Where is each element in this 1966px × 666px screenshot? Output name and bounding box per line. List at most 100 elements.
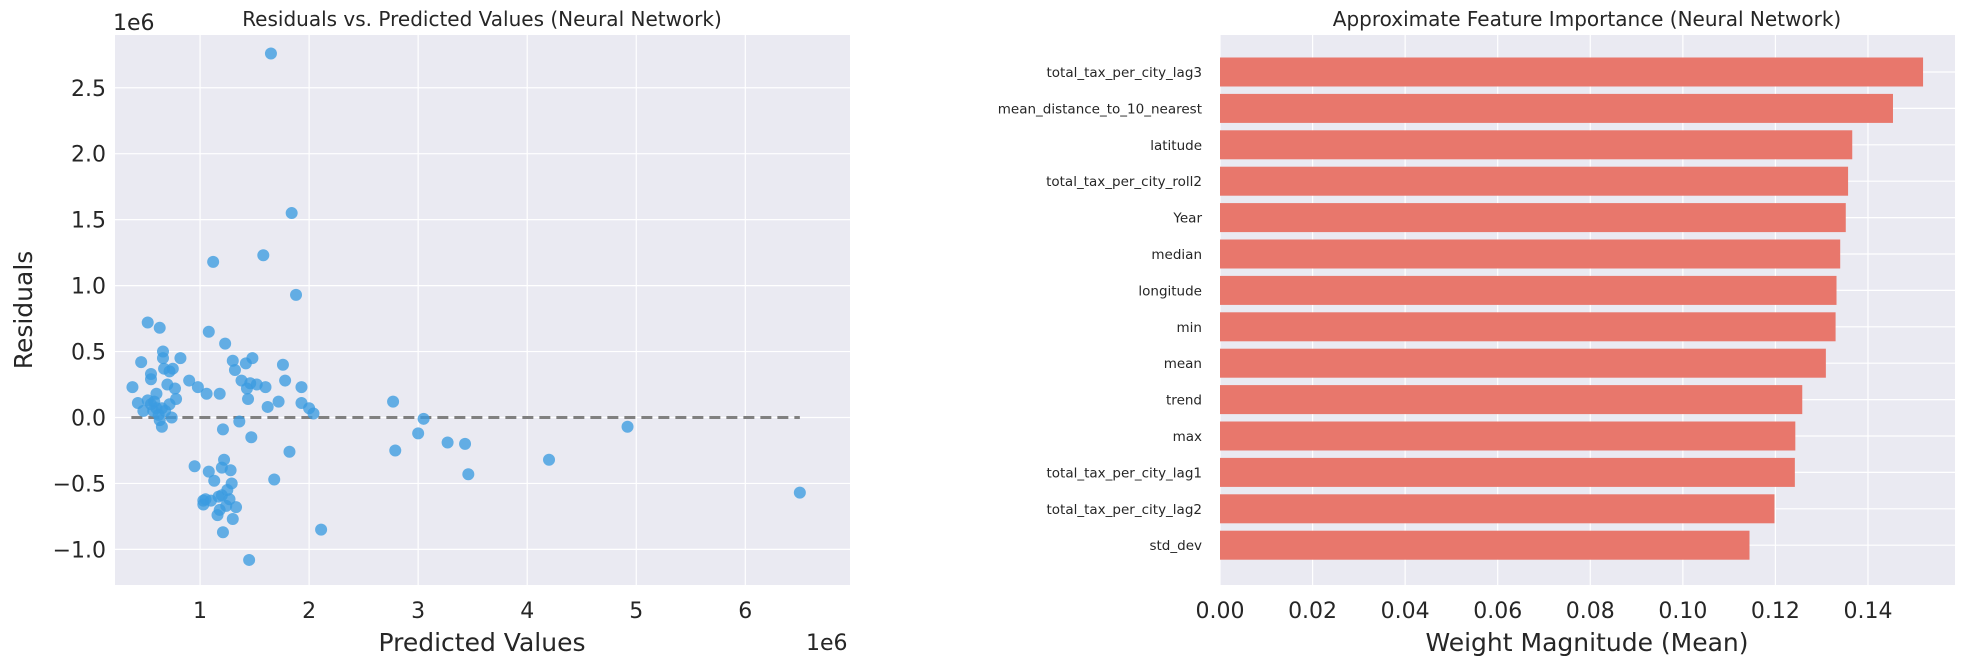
feature-name-label: total_tax_per_city_roll2: [1046, 174, 1202, 190]
scatter-x-tick-label: 5: [629, 599, 643, 624]
scatter-point: [150, 387, 163, 400]
scatter-point: [135, 356, 148, 369]
importance-bars: [1220, 57, 1924, 560]
importance-bar: [1220, 166, 1849, 196]
importance-bar: [1220, 385, 1803, 415]
scatter-point: [257, 249, 270, 262]
scatter-point: [225, 477, 238, 490]
importance-bar: [1220, 130, 1853, 160]
bar-x-tick-label: 0.04: [1381, 599, 1430, 624]
scatter-point: [168, 382, 181, 395]
scatter-y-tick-label: 1.5: [71, 209, 106, 234]
feature-name-label: max: [1173, 429, 1202, 445]
feature-name-label: longitude: [1138, 283, 1202, 299]
scatter-point: [155, 420, 168, 433]
scatter-point: [126, 381, 139, 394]
scatter-point: [223, 493, 236, 506]
scatter-point: [261, 400, 274, 413]
scatter-point: [246, 352, 259, 365]
feature-importance-bar-chart: total_tax_per_city_lag3 mean_distance_to_…: [998, 7, 1955, 657]
scatter-point: [243, 553, 256, 566]
scatter-x-tick-label: 6: [738, 599, 752, 624]
importance-bar: [1220, 312, 1836, 342]
bar-x-tick-label: 0.14: [1843, 599, 1892, 624]
scatter-y-axis-label: Residuals: [9, 251, 38, 370]
feature-name-label: Year: [1172, 211, 1202, 227]
scatter-point: [216, 526, 229, 539]
scatter-y-tick-labels: −1.0 −0.5 0.0 0.5 1.0 1.5 2.0 2.5: [53, 77, 106, 564]
scatter-y-tick-label: −0.5: [53, 472, 106, 497]
scatter-point: [462, 468, 475, 481]
scatter-point: [417, 412, 430, 425]
bar-title: Approximate Feature Importance (Neural N…: [1333, 7, 1841, 31]
scatter-x-tick-label: 3: [411, 599, 425, 624]
scatter-point: [412, 427, 425, 440]
importance-bar: [1220, 93, 1893, 123]
scatter-point: [259, 381, 272, 394]
scatter-point: [242, 393, 255, 406]
importance-bar: [1220, 203, 1846, 233]
scatter-y-tick-label: 2.5: [71, 77, 106, 102]
scatter-point: [230, 501, 243, 514]
importance-bar: [1220, 494, 1775, 524]
feature-name-label: std_dev: [1149, 538, 1202, 554]
scatter-point: [459, 437, 472, 450]
importance-bar: [1220, 275, 1837, 305]
scatter-y-tick-label: 0.0: [71, 406, 106, 431]
scatter-point: [153, 321, 166, 334]
scatter-point: [183, 374, 196, 387]
feature-name-label: total_tax_per_city_lag2: [1047, 502, 1203, 518]
scatter-x-tick-label: 2: [302, 599, 316, 624]
bar-x-tick-label: 0.06: [1473, 599, 1522, 624]
residuals-scatter-chart: 1 2 3 4 5 6 −1.0 −0.5 0.0 0.5 1.0 1.5 2.0 2.5 Residu…: [9, 7, 850, 657]
scatter-point: [264, 47, 277, 60]
importance-bar: [1220, 530, 1750, 560]
scatter-point: [216, 423, 229, 436]
bar-x-tick-label: 0.02: [1288, 599, 1337, 624]
scatter-point: [207, 255, 220, 268]
scatter-point: [144, 367, 157, 380]
importance-bar: [1220, 421, 1796, 451]
scatter-plot-area: [115, 35, 850, 585]
scatter-x-gridlines: [199, 35, 746, 585]
importance-bar: [1220, 457, 1795, 487]
scatter-point: [387, 395, 400, 408]
scatter-point: [226, 513, 239, 526]
scatter-y-tick-label: 0.5: [71, 341, 106, 366]
scatter-point: [621, 420, 634, 433]
scatter-point: [165, 411, 178, 424]
scatter-point: [272, 395, 285, 408]
importance-bar: [1220, 57, 1924, 87]
scatter-y-tick-label: −1.0: [53, 538, 106, 563]
scatter-point: [389, 444, 402, 457]
feature-name-label: min: [1177, 320, 1202, 336]
feature-name-label: median: [1151, 247, 1202, 263]
scatter-x-offset-label: 1e6: [806, 631, 848, 656]
scatter-point: [307, 407, 320, 420]
scatter-point: [315, 523, 328, 536]
scatter-point: [793, 486, 806, 499]
scatter-point: [224, 464, 237, 477]
scatter-x-tick-label: 4: [520, 599, 534, 624]
scatter-point: [213, 387, 226, 400]
bar-plot-area: [1220, 35, 1955, 585]
feature-name-label: mean: [1164, 356, 1202, 372]
importance-bar: [1220, 348, 1826, 378]
scatter-point: [228, 364, 241, 377]
importance-bar: [1220, 239, 1841, 269]
scatter-x-axis-label: Predicted Values: [379, 628, 586, 657]
scatter-point: [141, 316, 154, 329]
scatter-point: [188, 460, 201, 473]
scatter-point: [543, 453, 556, 466]
bar-x-gridlines: [1219, 35, 1869, 585]
scatter-points: [126, 47, 806, 566]
feature-name-label: trend: [1166, 393, 1202, 409]
scatter-point: [441, 436, 454, 449]
bar-x-tick-label: 0.00: [1196, 599, 1245, 624]
scatter-point: [233, 415, 246, 428]
feature-name-labels: total_tax_per_city_lag3 mean_distance_to_…: [998, 65, 1203, 554]
scatter-y-offset-label: 1e6: [113, 11, 155, 36]
bar-x-tick-label: 0.08: [1566, 599, 1615, 624]
scatter-x-tick-labels: 1 2 3 4 5 6: [193, 599, 752, 624]
